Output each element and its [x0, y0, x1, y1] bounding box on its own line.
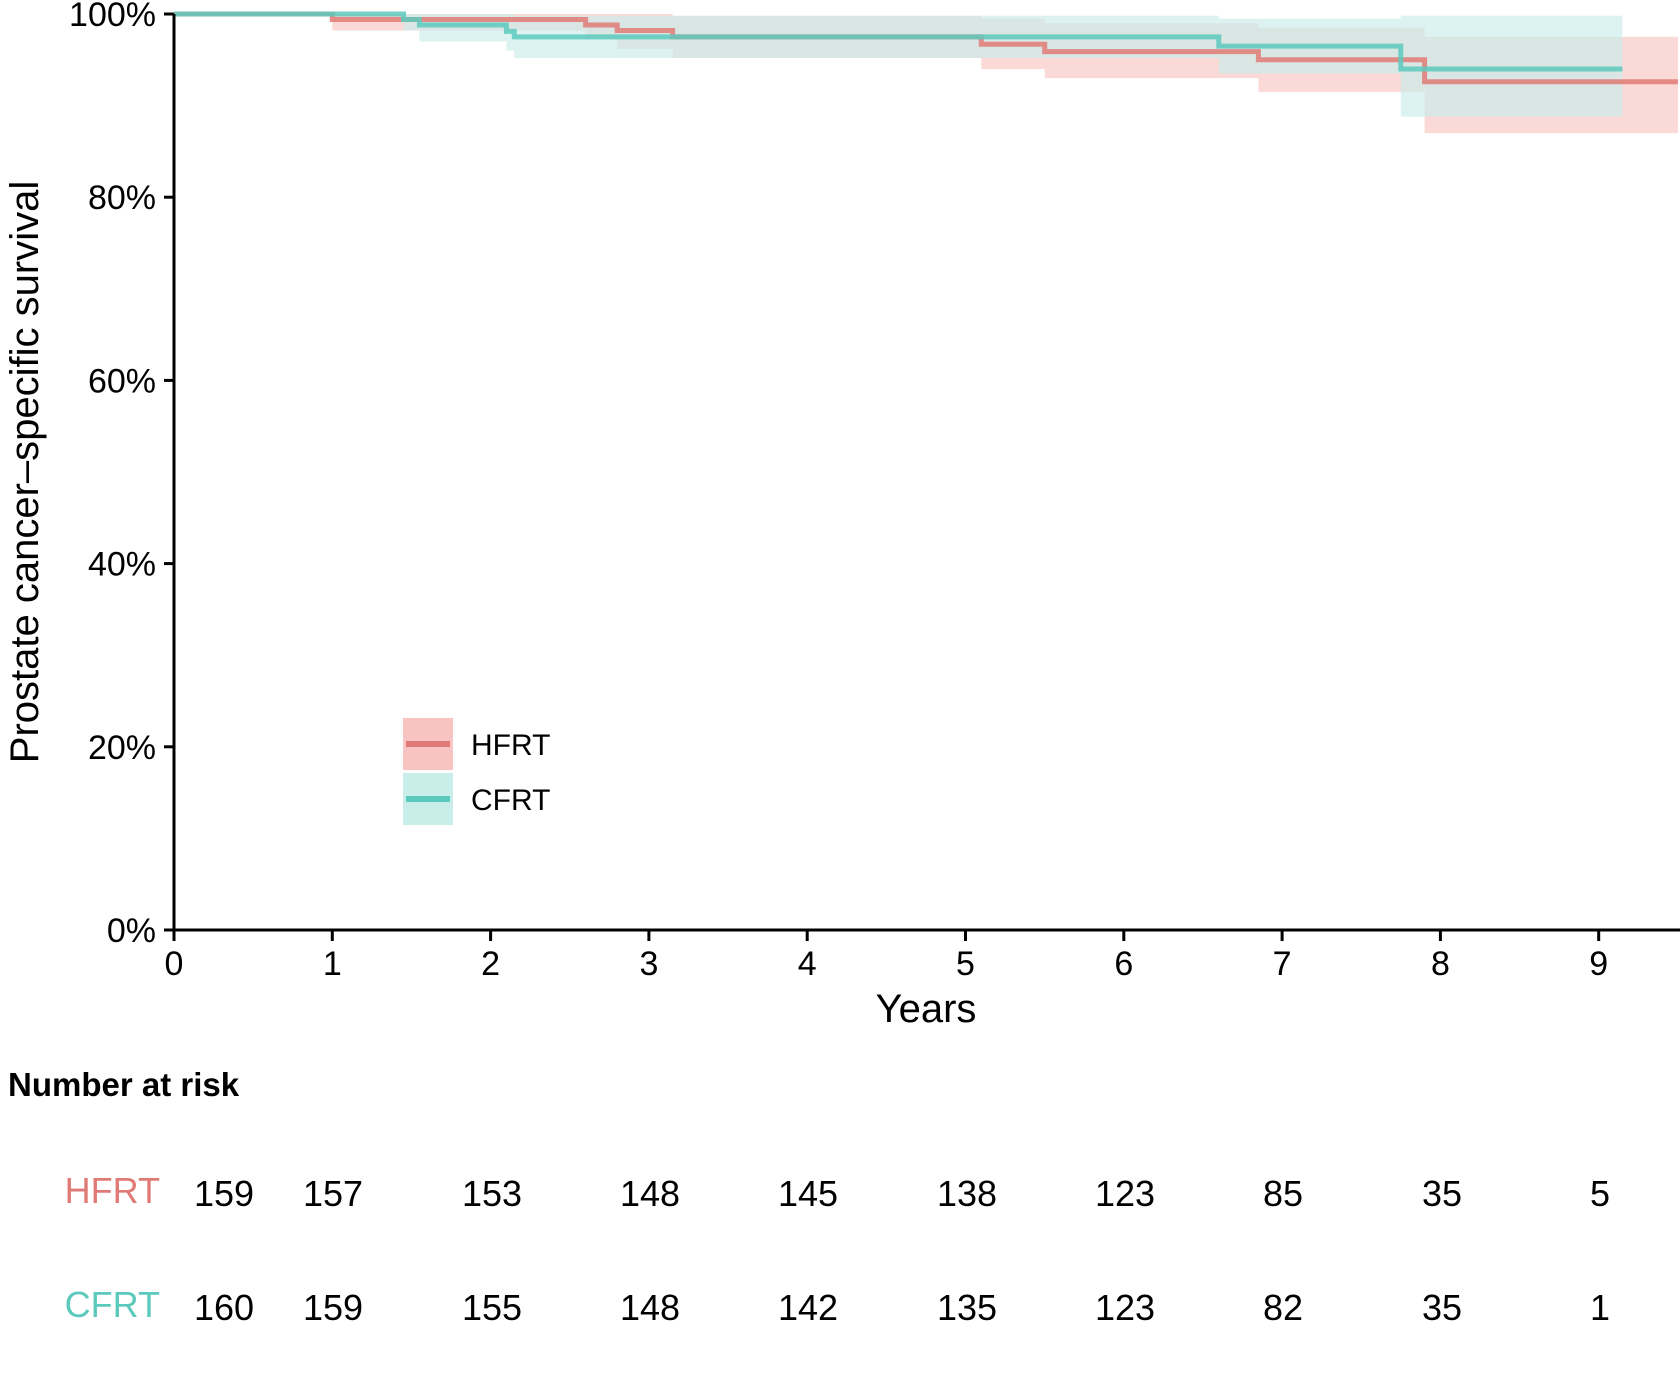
survival-curves	[174, 11, 1678, 85]
risk-cell: 142	[778, 1287, 838, 1328]
risk-cell: 35	[1422, 1287, 1462, 1328]
x-ticks: 0 1 2 3 4 5 6 7 8 9	[165, 930, 1608, 983]
y-tick-label: 80%	[88, 179, 156, 217]
risk-cell: 153	[462, 1173, 522, 1214]
legend-label-hfrt: HFRT	[471, 729, 550, 762]
risk-cell: 138	[937, 1173, 997, 1214]
risk-cell: 123	[1095, 1287, 1155, 1328]
y-tick-label: 100%	[69, 0, 156, 34]
risk-cell: 135	[937, 1287, 997, 1328]
risk-cell: 148	[620, 1173, 680, 1214]
x-tick-label: 8	[1431, 945, 1450, 983]
x-tick-label: 0	[165, 945, 184, 983]
x-tick-label: 9	[1589, 945, 1608, 983]
risk-row-label-cfrt: CFRT	[65, 1284, 160, 1325]
risk-cell: 35	[1422, 1173, 1462, 1214]
confidence-bands	[174, 14, 1678, 134]
risk-cell: 160	[194, 1287, 254, 1328]
risk-cell: 157	[303, 1173, 363, 1214]
risk-cell: 1	[1590, 1287, 1610, 1328]
x-tick-label: 5	[956, 945, 975, 983]
y-tick-label: 0%	[107, 912, 156, 950]
x-tick-label: 4	[798, 945, 817, 983]
risk-cell: 82	[1263, 1287, 1303, 1328]
risk-table: HFRT 159 157 153 148 145 138 123 85 35 5 CFRT 160 159…	[65, 1170, 1610, 1328]
x-tick-label: 3	[639, 945, 658, 983]
legend-label-cfrt: CFRT	[471, 784, 550, 817]
x-tick-label: 1	[323, 945, 342, 983]
risk-cell: 5	[1590, 1173, 1610, 1214]
x-axis-title: Years	[876, 987, 977, 1031]
risk-cell: 85	[1263, 1173, 1303, 1214]
band-cfrt	[174, 14, 1623, 117]
risk-cell: 145	[778, 1173, 838, 1214]
y-tick-label: 40%	[88, 546, 156, 584]
x-tick-label: 7	[1273, 945, 1292, 983]
risk-cell: 159	[303, 1287, 363, 1328]
risk-table-title: Number at risk	[8, 1066, 240, 1103]
x-tick-label: 2	[481, 945, 500, 983]
y-tick-label: 20%	[88, 729, 156, 767]
x-tick-label: 6	[1114, 945, 1133, 983]
risk-cell: 159	[194, 1173, 254, 1214]
axes	[172, 14, 1680, 932]
risk-row-label-hfrt: HFRT	[65, 1170, 160, 1211]
y-axis-title: Prostate cancer–specific survival	[3, 181, 47, 763]
risk-cell: 148	[620, 1287, 680, 1328]
legend: HFRT CFRT	[403, 718, 550, 825]
risk-cell: 123	[1095, 1173, 1155, 1214]
curve-cfrt	[174, 11, 1623, 72]
risk-cell: 155	[462, 1287, 522, 1328]
y-tick-label: 60%	[88, 362, 156, 400]
y-ticks: 0% 20% 40% 60% 80% 100%	[69, 0, 174, 950]
